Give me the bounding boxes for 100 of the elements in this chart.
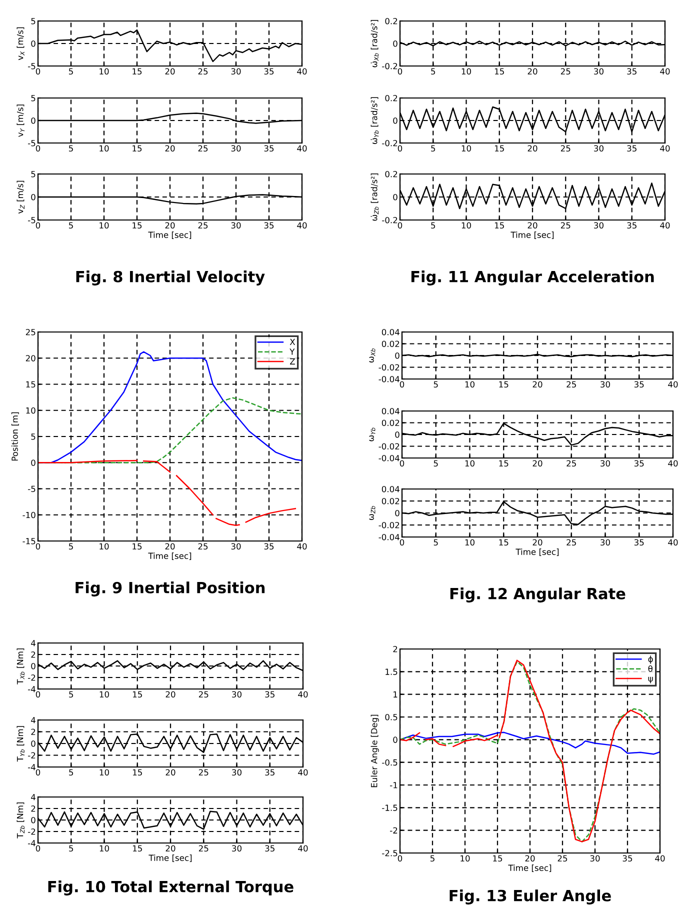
x-tick-label: 10 bbox=[465, 460, 474, 467]
y-tick-label: 1.5 bbox=[386, 668, 398, 675]
x-tick-label: 0 bbox=[36, 68, 40, 75]
x-tick-label: 35 bbox=[265, 845, 274, 852]
x-tick-label: 20 bbox=[165, 222, 175, 229]
y-tick-label: 0.04 bbox=[382, 328, 400, 336]
x-tick-label: 0 bbox=[400, 381, 404, 388]
x-tick-label: 5 bbox=[69, 691, 74, 698]
y-tick-label: -0.04 bbox=[378, 534, 400, 540]
y-tick-label: 5 bbox=[31, 434, 36, 440]
x-tick-label: 40 bbox=[298, 845, 308, 852]
x-tick-label: 15 bbox=[493, 855, 502, 862]
y-tick-label: 2 bbox=[393, 646, 398, 652]
x-tick-label: 30 bbox=[231, 543, 241, 550]
x-axis-title: Time [sec] bbox=[516, 548, 559, 556]
x-tick-label: 35 bbox=[627, 68, 636, 75]
x-tick-label: 10 bbox=[100, 543, 109, 550]
x-tick-label: 15 bbox=[132, 145, 142, 152]
y-tick-label: -0.5 bbox=[382, 759, 398, 766]
x-tick-label: 30 bbox=[232, 769, 242, 776]
x-tick-label: 30 bbox=[594, 222, 604, 229]
x-tick-label: 40 bbox=[668, 381, 678, 388]
x-tick-label: 20 bbox=[165, 145, 175, 152]
x-tick-label: 30 bbox=[594, 68, 604, 75]
x-tick-label: 25 bbox=[198, 691, 208, 698]
y-tick-label: 2 bbox=[31, 651, 36, 658]
x-tick-label: 5 bbox=[68, 145, 73, 152]
y-axis-title: v$_{Z}$ [m/s] bbox=[16, 180, 24, 214]
x-tick-label: 35 bbox=[627, 222, 636, 229]
x-tick-label: 5 bbox=[430, 855, 434, 862]
x-tick-label: 40 bbox=[297, 543, 307, 550]
x-tick-label: 30 bbox=[600, 539, 610, 546]
x-tick-label: 15 bbox=[132, 68, 142, 75]
x-tick-label: 25 bbox=[198, 769, 208, 776]
x-tick-label: 40 bbox=[297, 222, 307, 229]
x-tick-label: 20 bbox=[532, 381, 542, 388]
x-tick-label: 40 bbox=[660, 145, 670, 152]
y-tick-label: 0 bbox=[31, 117, 36, 124]
x-tick-label: 5 bbox=[69, 845, 74, 852]
x-tick-label: 25 bbox=[566, 460, 576, 467]
y-tick-label: -5 bbox=[28, 140, 36, 146]
caption: Fig. 12 Angular Rate bbox=[450, 588, 626, 602]
y-tick-label: -0.02 bbox=[378, 522, 400, 528]
x-tick-label: 5 bbox=[69, 769, 74, 776]
x-tick-label: 35 bbox=[264, 145, 274, 152]
x-tick-label: 25 bbox=[198, 145, 208, 152]
x-tick-label: 5 bbox=[434, 460, 438, 467]
y-tick-label: 0.2 bbox=[385, 18, 398, 24]
y-tick-label: 5 bbox=[31, 18, 36, 24]
y-tick-label: -2 bbox=[28, 828, 36, 835]
x-tick-label: 5 bbox=[431, 222, 436, 229]
x-tick-label: 15 bbox=[132, 222, 142, 229]
x-tick-label: 10 bbox=[100, 691, 109, 698]
x-tick-label: 0 bbox=[36, 222, 40, 229]
x-tick-label: 10 bbox=[462, 145, 471, 152]
x-tick-label: 20 bbox=[532, 539, 542, 546]
x-tick-label: 5 bbox=[431, 145, 436, 152]
legend-label: ϕ bbox=[648, 656, 653, 664]
y-tick-label: -2 bbox=[28, 674, 36, 681]
y-axis-title: ω$_{Yb}$ bbox=[369, 428, 376, 442]
x-tick-label: 0 bbox=[36, 543, 40, 550]
y-tick-label: 0.02 bbox=[382, 498, 400, 504]
x-tick-label: 40 bbox=[668, 539, 678, 546]
y-tick-label: -5 bbox=[28, 217, 36, 224]
x-tick-label: 20 bbox=[166, 691, 176, 698]
caption: Fig. 11 Angular Acceleration bbox=[411, 270, 654, 286]
y-axis-title: ω̇$_{Xb}$ [rad/s²] bbox=[370, 20, 379, 68]
x-axis-title: Time [sec] bbox=[148, 854, 192, 862]
y-axis-title: v$_{Y}$ [m/s] bbox=[16, 104, 24, 137]
x-tick-label: 20 bbox=[528, 222, 538, 229]
x-tick-label: 15 bbox=[132, 845, 142, 852]
x-tick-label: 35 bbox=[622, 855, 632, 862]
x-tick-label: 5 bbox=[68, 222, 73, 229]
y-tick-label: 0 bbox=[393, 40, 398, 47]
x-tick-label: 40 bbox=[298, 691, 308, 698]
y-axis-title: Position [m] bbox=[11, 412, 19, 461]
x-tick-label: 20 bbox=[532, 460, 542, 467]
caption: Fig. 13 Euler Angle bbox=[450, 890, 611, 904]
x-tick-label: 35 bbox=[627, 145, 636, 152]
x-tick-label: 35 bbox=[264, 543, 274, 550]
y-axis-title: ω$_{Zb}$ bbox=[369, 506, 376, 520]
x-tick-label: 0 bbox=[400, 460, 404, 467]
y-tick-label: 0 bbox=[395, 510, 400, 516]
x-tick-label: 30 bbox=[600, 381, 610, 388]
x-tick-label: 40 bbox=[668, 460, 678, 467]
x-axis-title: Time [sec] bbox=[148, 232, 192, 239]
x-tick-label: 30 bbox=[594, 145, 604, 152]
y-tick-label: -4 bbox=[28, 686, 36, 692]
x-tick-label: 25 bbox=[560, 145, 570, 152]
x-tick-label: 25 bbox=[198, 543, 208, 550]
x-tick-label: 15 bbox=[132, 769, 142, 776]
x-tick-label: 40 bbox=[660, 222, 670, 229]
y-axis-title: Euler Angle [Deg] bbox=[370, 714, 379, 788]
legend-label: ψ bbox=[648, 676, 653, 684]
x-tick-label: 30 bbox=[231, 68, 241, 75]
x-tick-label: 35 bbox=[634, 460, 644, 467]
x-tick-label: 5 bbox=[434, 381, 438, 388]
x-tick-label: 30 bbox=[600, 460, 610, 467]
x-tick-label: 20 bbox=[165, 543, 175, 550]
x-tick-label: 35 bbox=[265, 769, 274, 776]
